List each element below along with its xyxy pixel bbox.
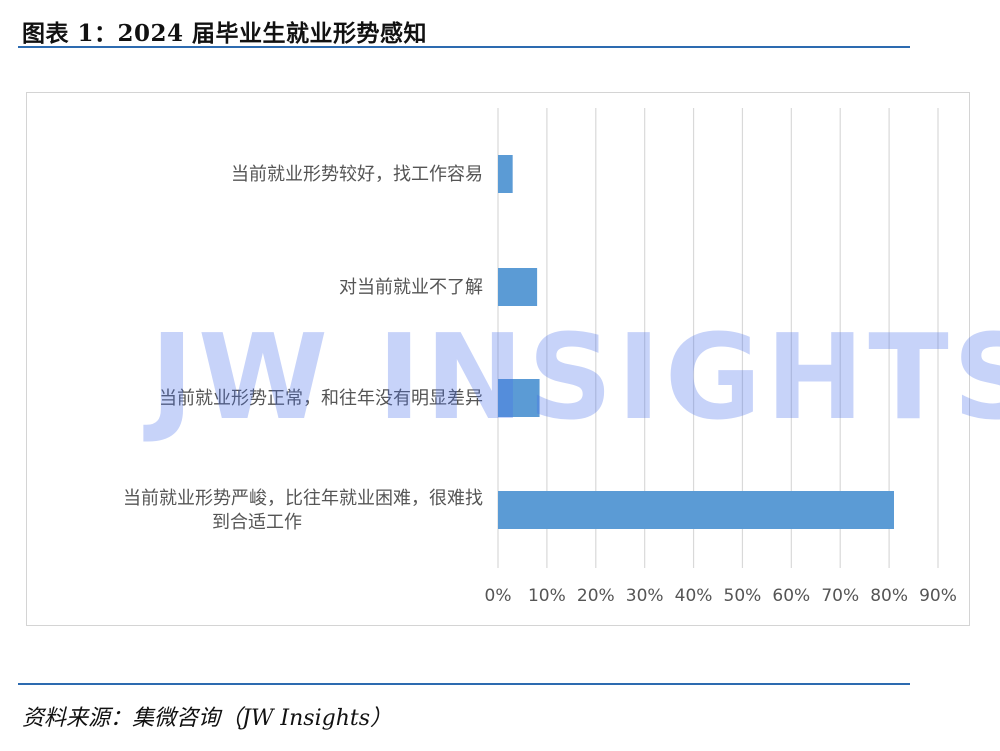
top-rule — [18, 46, 910, 48]
x-tick-label: 70% — [821, 586, 859, 606]
bar — [498, 268, 538, 306]
category-label: 当前就业形势严峻，比往年就业困难，很难找 — [123, 488, 483, 509]
bar — [498, 491, 894, 529]
category-label: 到合适工作 — [212, 512, 302, 533]
category-label: 当前就业形势正常，和往年没有明显差异 — [159, 388, 483, 409]
chart-frame — [26, 92, 970, 626]
x-tick-label: 20% — [577, 586, 615, 606]
source-note: 资料来源：集微咨询（JW Insights） — [22, 706, 392, 731]
x-tick-label: 0% — [485, 586, 512, 606]
x-tick-label: 80% — [870, 586, 908, 606]
x-tick-label: 90% — [919, 586, 957, 606]
figure-title: 图表 1：2024 届毕业生就业形势感知 — [22, 20, 428, 47]
category-label: 对当前就业不了解 — [339, 277, 483, 298]
bar — [498, 379, 540, 417]
x-tick-label: 30% — [626, 586, 664, 606]
x-tick-label: 10% — [528, 586, 566, 606]
x-tick-label: 50% — [724, 586, 762, 606]
category-label: 当前就业形势较好，找工作容易 — [231, 164, 483, 185]
bottom-rule — [18, 683, 910, 685]
bar — [498, 155, 513, 193]
x-tick-label: 40% — [675, 586, 713, 606]
x-tick-label: 60% — [772, 586, 810, 606]
